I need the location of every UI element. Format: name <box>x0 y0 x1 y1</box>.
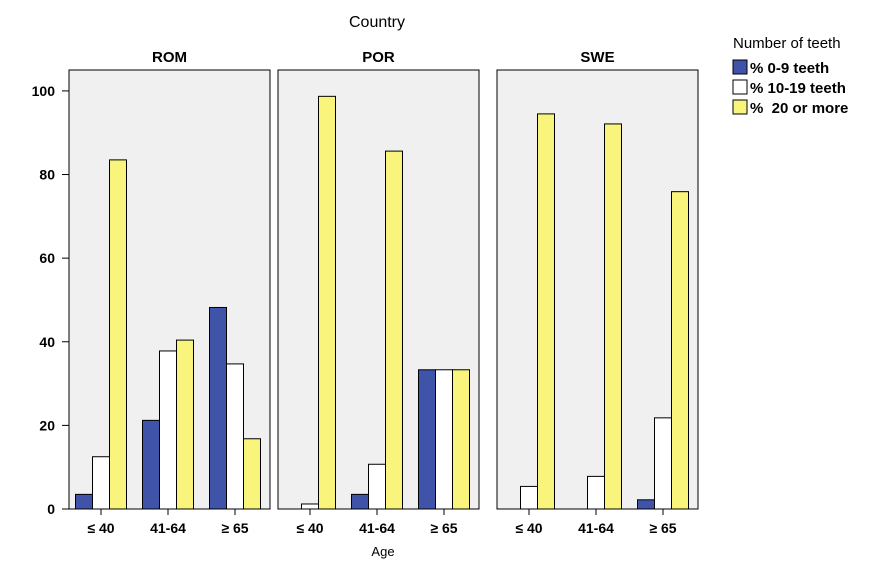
x-tick-label: 41-64 <box>150 520 186 536</box>
bar-swe-1-1 <box>587 475 605 510</box>
bar-por-2-2 <box>452 369 470 510</box>
bar-rom-2-1 <box>226 363 244 510</box>
x-tick-label: ≤ 40 <box>515 520 542 536</box>
x-tick-label: ≥ 65 <box>221 520 248 536</box>
panel-title: ROM <box>152 49 187 66</box>
bar-swe-0-2 <box>537 113 555 510</box>
bar-rom-0-1 <box>92 456 110 510</box>
bar-por-2-0 <box>418 369 436 510</box>
bar-rom-1-2 <box>176 339 194 510</box>
x-tick-label: ≥ 65 <box>430 520 457 536</box>
bar-swe-1-2 <box>604 123 622 510</box>
legend-title: Number of teeth <box>733 35 841 52</box>
y-tick-label: 40 <box>39 334 55 350</box>
panel-title: SWE <box>580 49 614 66</box>
bar-rom-1-1 <box>159 350 177 510</box>
legend: Number of teeth % 0-9 teeth % 10-19 teeth… <box>732 35 848 117</box>
bar-por-1-2 <box>385 150 403 510</box>
legend-label: % 10-19 teeth <box>750 80 846 97</box>
panel-rom: ROM ≤ 40 41-64 ≥ 65 <box>68 49 271 536</box>
bar-rom-2-0 <box>209 306 227 510</box>
y-tick-label: 0 <box>47 501 55 517</box>
panel-title: POR <box>362 49 395 66</box>
panel-por: POR ≤ 40 41-64 ≥ 65 <box>277 49 480 536</box>
bar-por-0-2 <box>318 95 336 510</box>
x-tick-label: ≤ 40 <box>87 520 114 536</box>
bar-por-2-1 <box>435 369 453 510</box>
y-tick-label: 20 <box>39 417 55 433</box>
y-tick-label: 60 <box>39 250 55 266</box>
legend-items: % 0-9 teeth % 10-19 teeth % 20 or more <box>732 59 848 117</box>
y-axis: 0 20 40 60 80 100 <box>32 83 69 517</box>
bar-por-0-1 <box>301 503 319 510</box>
bar-swe-2-0 <box>637 499 655 510</box>
bar-por-1-0 <box>351 493 369 510</box>
legend-swatch <box>732 59 748 75</box>
chart-title: Country <box>349 14 405 31</box>
x-tick-label: ≥ 65 <box>649 520 676 536</box>
bar-rom-0-2 <box>109 159 127 510</box>
bar-swe-2-1 <box>654 417 672 510</box>
bar-rom-2-2 <box>243 438 261 510</box>
facet-panels: ROM ≤ 40 41-64 ≥ 65 POR ≤ 40 41-64 ≥ 65 SWE ≤ 40 4… <box>68 49 699 536</box>
legend-swatch <box>732 99 748 115</box>
legend-swatch <box>732 79 748 95</box>
x-tick-label: 41-64 <box>578 520 614 536</box>
y-tick-label: 100 <box>32 83 56 99</box>
bar-rom-1-0 <box>142 419 160 510</box>
x-axis-title: Age <box>371 544 394 559</box>
x-tick-label: 41-64 <box>359 520 395 536</box>
legend-label: % 0-9 teeth <box>750 60 829 77</box>
y-tick-label: 80 <box>39 167 55 183</box>
legend-label: % 20 or more <box>750 100 848 117</box>
bar-rom-0-0 <box>75 493 93 510</box>
bar-swe-2-2 <box>671 191 689 510</box>
bar-swe-0-1 <box>520 485 538 510</box>
panel-swe: SWE ≤ 40 41-64 ≥ 65 <box>496 49 699 536</box>
bar-por-1-1 <box>368 463 386 510</box>
x-tick-label: ≤ 40 <box>296 520 323 536</box>
